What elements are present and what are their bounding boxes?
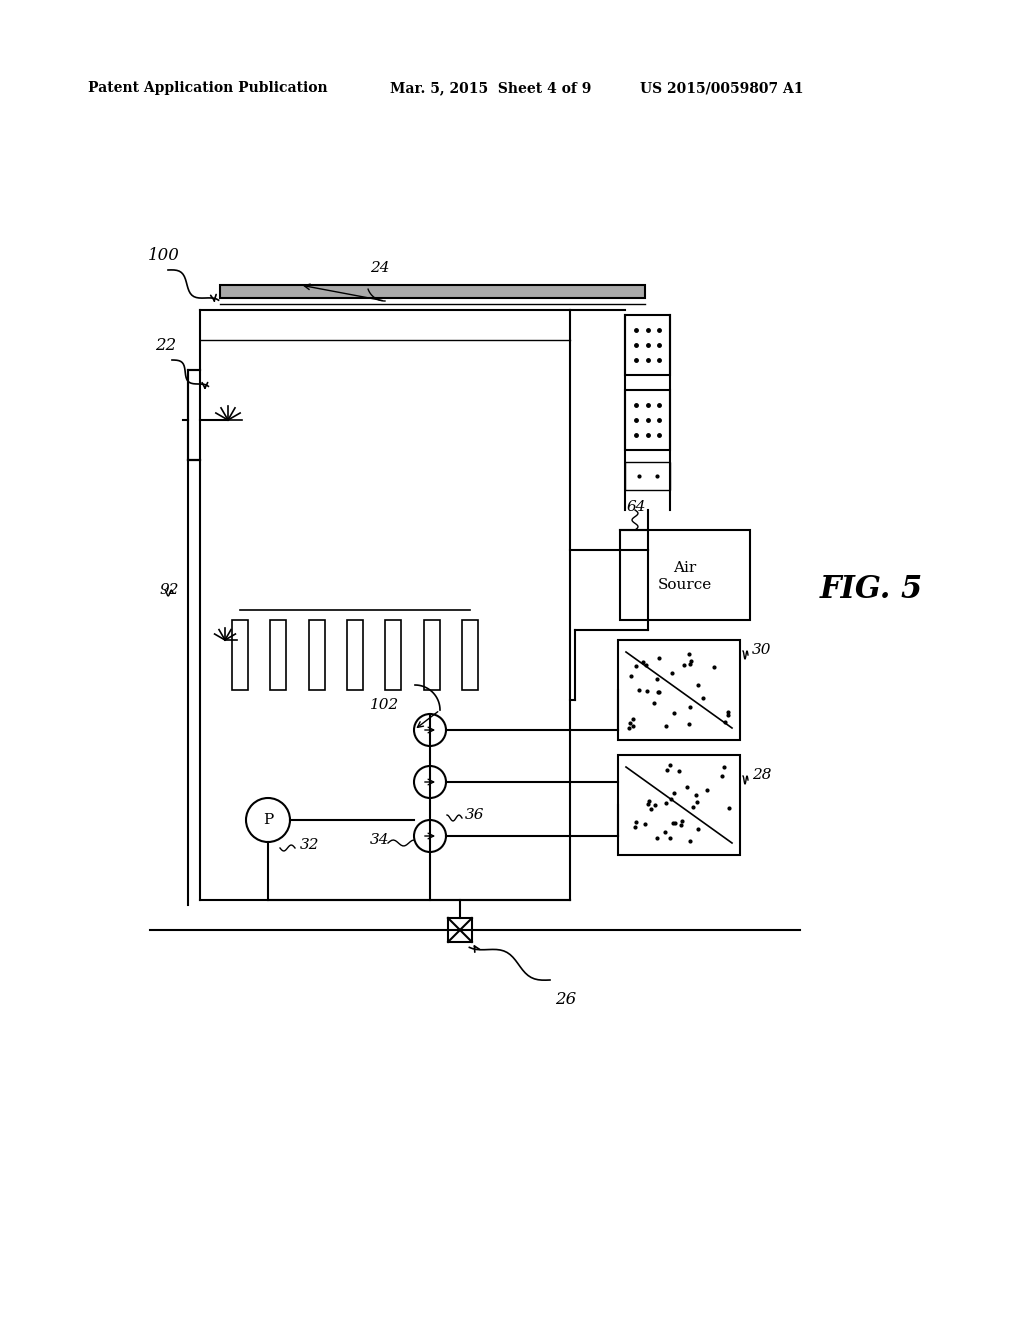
Circle shape: [414, 820, 446, 851]
Text: 64: 64: [627, 500, 646, 513]
Bar: [618, 755, 740, 855]
Text: P: P: [263, 813, 273, 828]
Bar: [424, 620, 439, 690]
Text: 28: 28: [752, 768, 771, 781]
Text: Mar. 5, 2015  Sheet 4 of 9: Mar. 5, 2015 Sheet 4 of 9: [390, 81, 592, 95]
Circle shape: [414, 714, 446, 746]
Text: 102: 102: [370, 698, 399, 711]
Bar: [220, 285, 645, 298]
Text: Patent Application Publication: Patent Application Publication: [88, 81, 328, 95]
Text: 22: 22: [155, 337, 176, 354]
Text: 34: 34: [370, 833, 389, 847]
Bar: [385, 620, 401, 690]
Text: 26: 26: [555, 991, 577, 1008]
Bar: [625, 315, 670, 375]
Bar: [270, 620, 287, 690]
Text: US 2015/0059807 A1: US 2015/0059807 A1: [640, 81, 804, 95]
Text: 24: 24: [370, 261, 389, 275]
Bar: [188, 370, 200, 459]
Bar: [625, 389, 670, 450]
Text: Air: Air: [674, 561, 696, 576]
Bar: [625, 462, 670, 490]
Text: 100: 100: [148, 247, 180, 264]
Bar: [308, 620, 325, 690]
Text: 92: 92: [160, 583, 179, 597]
Bar: [347, 620, 362, 690]
Circle shape: [414, 766, 446, 799]
Text: Source: Source: [657, 578, 712, 591]
Text: 30: 30: [752, 643, 771, 657]
Text: 32: 32: [300, 838, 319, 851]
Bar: [462, 620, 478, 690]
Text: FIG. 5: FIG. 5: [820, 574, 924, 606]
Bar: [618, 640, 740, 741]
Text: 36: 36: [465, 808, 484, 822]
Bar: [620, 531, 750, 620]
Circle shape: [246, 799, 290, 842]
Bar: [232, 620, 248, 690]
